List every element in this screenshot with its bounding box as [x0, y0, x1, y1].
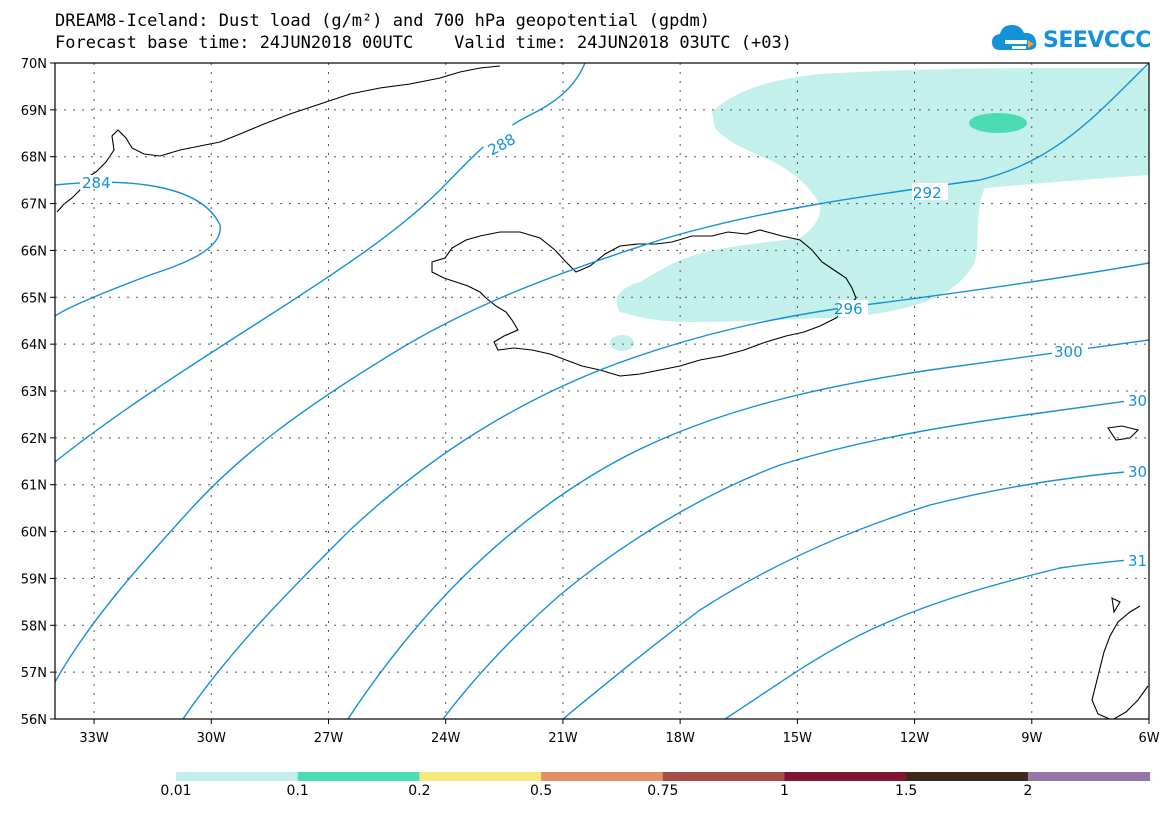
contour-label-308: 30 — [1128, 463, 1147, 481]
norway-coast — [1091, 605, 1149, 719]
faroe-coast — [1107, 425, 1140, 441]
lon-label: 27W — [314, 731, 344, 746]
contour-312 — [724, 557, 1149, 719]
contour-288 — [55, 63, 586, 463]
colorbar-label: 0.01 — [160, 783, 192, 799]
contour-284 — [55, 181, 221, 317]
lat-label: 65N — [21, 291, 47, 306]
lat-label: 66N — [21, 244, 47, 259]
lon-label: 15W — [783, 731, 813, 746]
colorbar-label: 0.5 — [529, 783, 553, 799]
contour-label-292: 292 — [913, 184, 942, 202]
contour-label-304: 30 — [1128, 392, 1147, 410]
lon-label: 30W — [197, 731, 227, 746]
axis-ticks — [50, 62, 1150, 724]
dust-patch-south — [610, 335, 634, 351]
greenland-coast — [56, 65, 501, 213]
colorbar-label: 0.75 — [647, 783, 679, 799]
contour-label-300: 300 — [1054, 343, 1083, 361]
contour-308 — [562, 469, 1149, 719]
geopotential-contours — [55, 63, 1149, 719]
colorbar-swatch — [1027, 772, 1151, 781]
cloud-icon — [992, 25, 1037, 50]
lat-label: 69N — [21, 104, 47, 119]
lat-label: 67N — [21, 198, 47, 213]
longitude-labels: 33W 30W 27W 24W 21W 18W 15W 12W 9W 6W — [79, 731, 1159, 746]
contour-304 — [442, 397, 1149, 719]
lat-label: 68N — [21, 151, 47, 166]
contour-label-312: 31 — [1128, 552, 1147, 570]
lat-label: 60N — [21, 526, 47, 541]
colorbar — [176, 772, 1151, 781]
lon-label: 21W — [548, 731, 578, 746]
graticule — [55, 63, 1149, 719]
dust-patch-0.1 — [969, 113, 1027, 133]
colorbar-label: 1.5 — [895, 783, 918, 799]
colorbar-swatch — [419, 772, 542, 781]
lat-label: 62N — [21, 432, 47, 447]
logo-text: SEEVCCC — [1043, 28, 1151, 53]
lat-label: 70N — [21, 57, 47, 72]
shetland-coast — [1111, 597, 1121, 614]
contour-296 — [182, 262, 1149, 719]
dust-area — [616, 68, 1149, 322]
latitude-labels: 70N 69N 68N 67N 66N 65N 64N 63N 62N 61N 60N 59N 58N 5… — [21, 57, 47, 728]
map-title-line1: DREAM8-Iceland: Dust load (g/m²) and 700… — [55, 11, 711, 31]
lon-label: 24W — [431, 731, 461, 746]
lat-label: 61N — [21, 479, 47, 494]
contour-292 — [55, 63, 1149, 683]
lon-label: 18W — [665, 731, 695, 746]
colorbar-label: 2 — [1023, 783, 1033, 799]
lon-label: 33W — [79, 731, 109, 746]
colorbar-label: 0.2 — [408, 783, 431, 799]
colorbar-swatch — [906, 772, 1029, 781]
contour-label-296: 296 — [834, 300, 863, 318]
contour-300 — [347, 339, 1149, 719]
lat-label: 58N — [21, 619, 47, 634]
map-title-line2: Forecast base time: 24JUN2018 00UTC Vali… — [55, 33, 792, 53]
colorbar-swatch — [662, 772, 785, 781]
colorbar-swatch — [297, 772, 420, 781]
lat-label: 63N — [21, 385, 47, 400]
lon-label: 9W — [1021, 731, 1042, 746]
colorbar-swatch — [176, 772, 299, 781]
lon-label: 6W — [1138, 731, 1159, 746]
lat-label: 56N — [21, 713, 47, 728]
colorbar-label: 1 — [780, 783, 789, 799]
seevccc-logo: SEEVCCC — [990, 20, 1160, 60]
lon-label: 12W — [900, 731, 930, 746]
iceland-coast — [431, 229, 857, 377]
lat-label: 64N — [21, 338, 47, 353]
colorbar-swatch — [784, 772, 907, 781]
lat-label: 59N — [21, 572, 47, 587]
contour-label-284: 284 — [82, 174, 111, 192]
colorbar-label: 0.1 — [286, 783, 309, 799]
lat-label: 57N — [21, 666, 47, 681]
colorbar-swatch — [541, 772, 664, 781]
